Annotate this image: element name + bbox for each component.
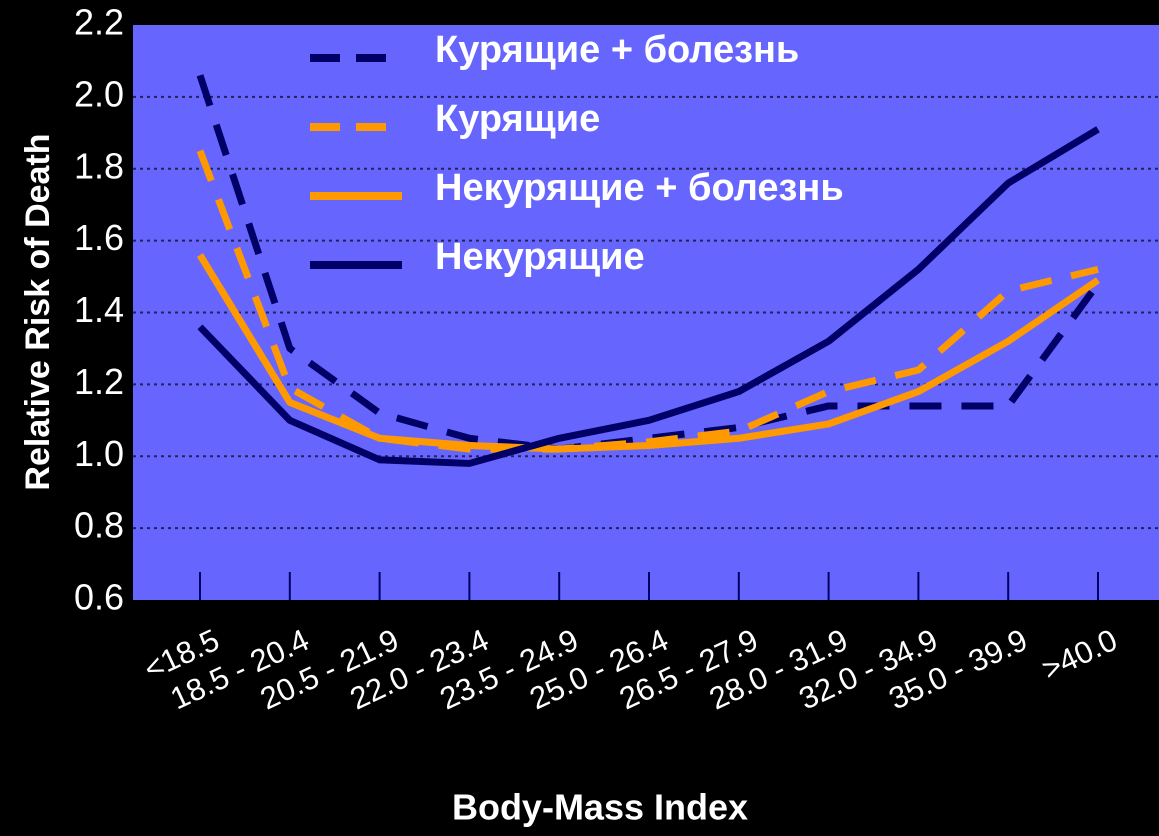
series-line	[197, 253, 1100, 453]
y-tick-label: 0.6	[74, 577, 124, 618]
legend-label: Некурящие	[435, 236, 645, 278]
y-tick-label: 1.8	[74, 145, 124, 186]
y-tick-label: 1.6	[74, 217, 124, 258]
series-line	[197, 126, 1100, 467]
x-axis-title: Body-Mass Index	[452, 787, 748, 828]
legend-label: Курящие	[435, 98, 600, 140]
x-tick-label: >40.0	[1037, 622, 1123, 687]
y-tick-label: 2.0	[74, 73, 124, 114]
legend-label: Курящие + болезнь	[435, 29, 799, 71]
legend-label: Некурящие + болезнь	[435, 167, 844, 209]
y-tick-label: 1.2	[74, 361, 124, 402]
y-tick-label: 2.2	[74, 2, 124, 43]
y-tick-label: 1.4	[74, 289, 124, 330]
series-line	[196, 149, 1099, 453]
y-axis-title: Relative Risk of Death	[19, 133, 57, 490]
y-tick-label: 1.0	[74, 433, 124, 474]
y-tick-label: 0.8	[74, 505, 124, 546]
